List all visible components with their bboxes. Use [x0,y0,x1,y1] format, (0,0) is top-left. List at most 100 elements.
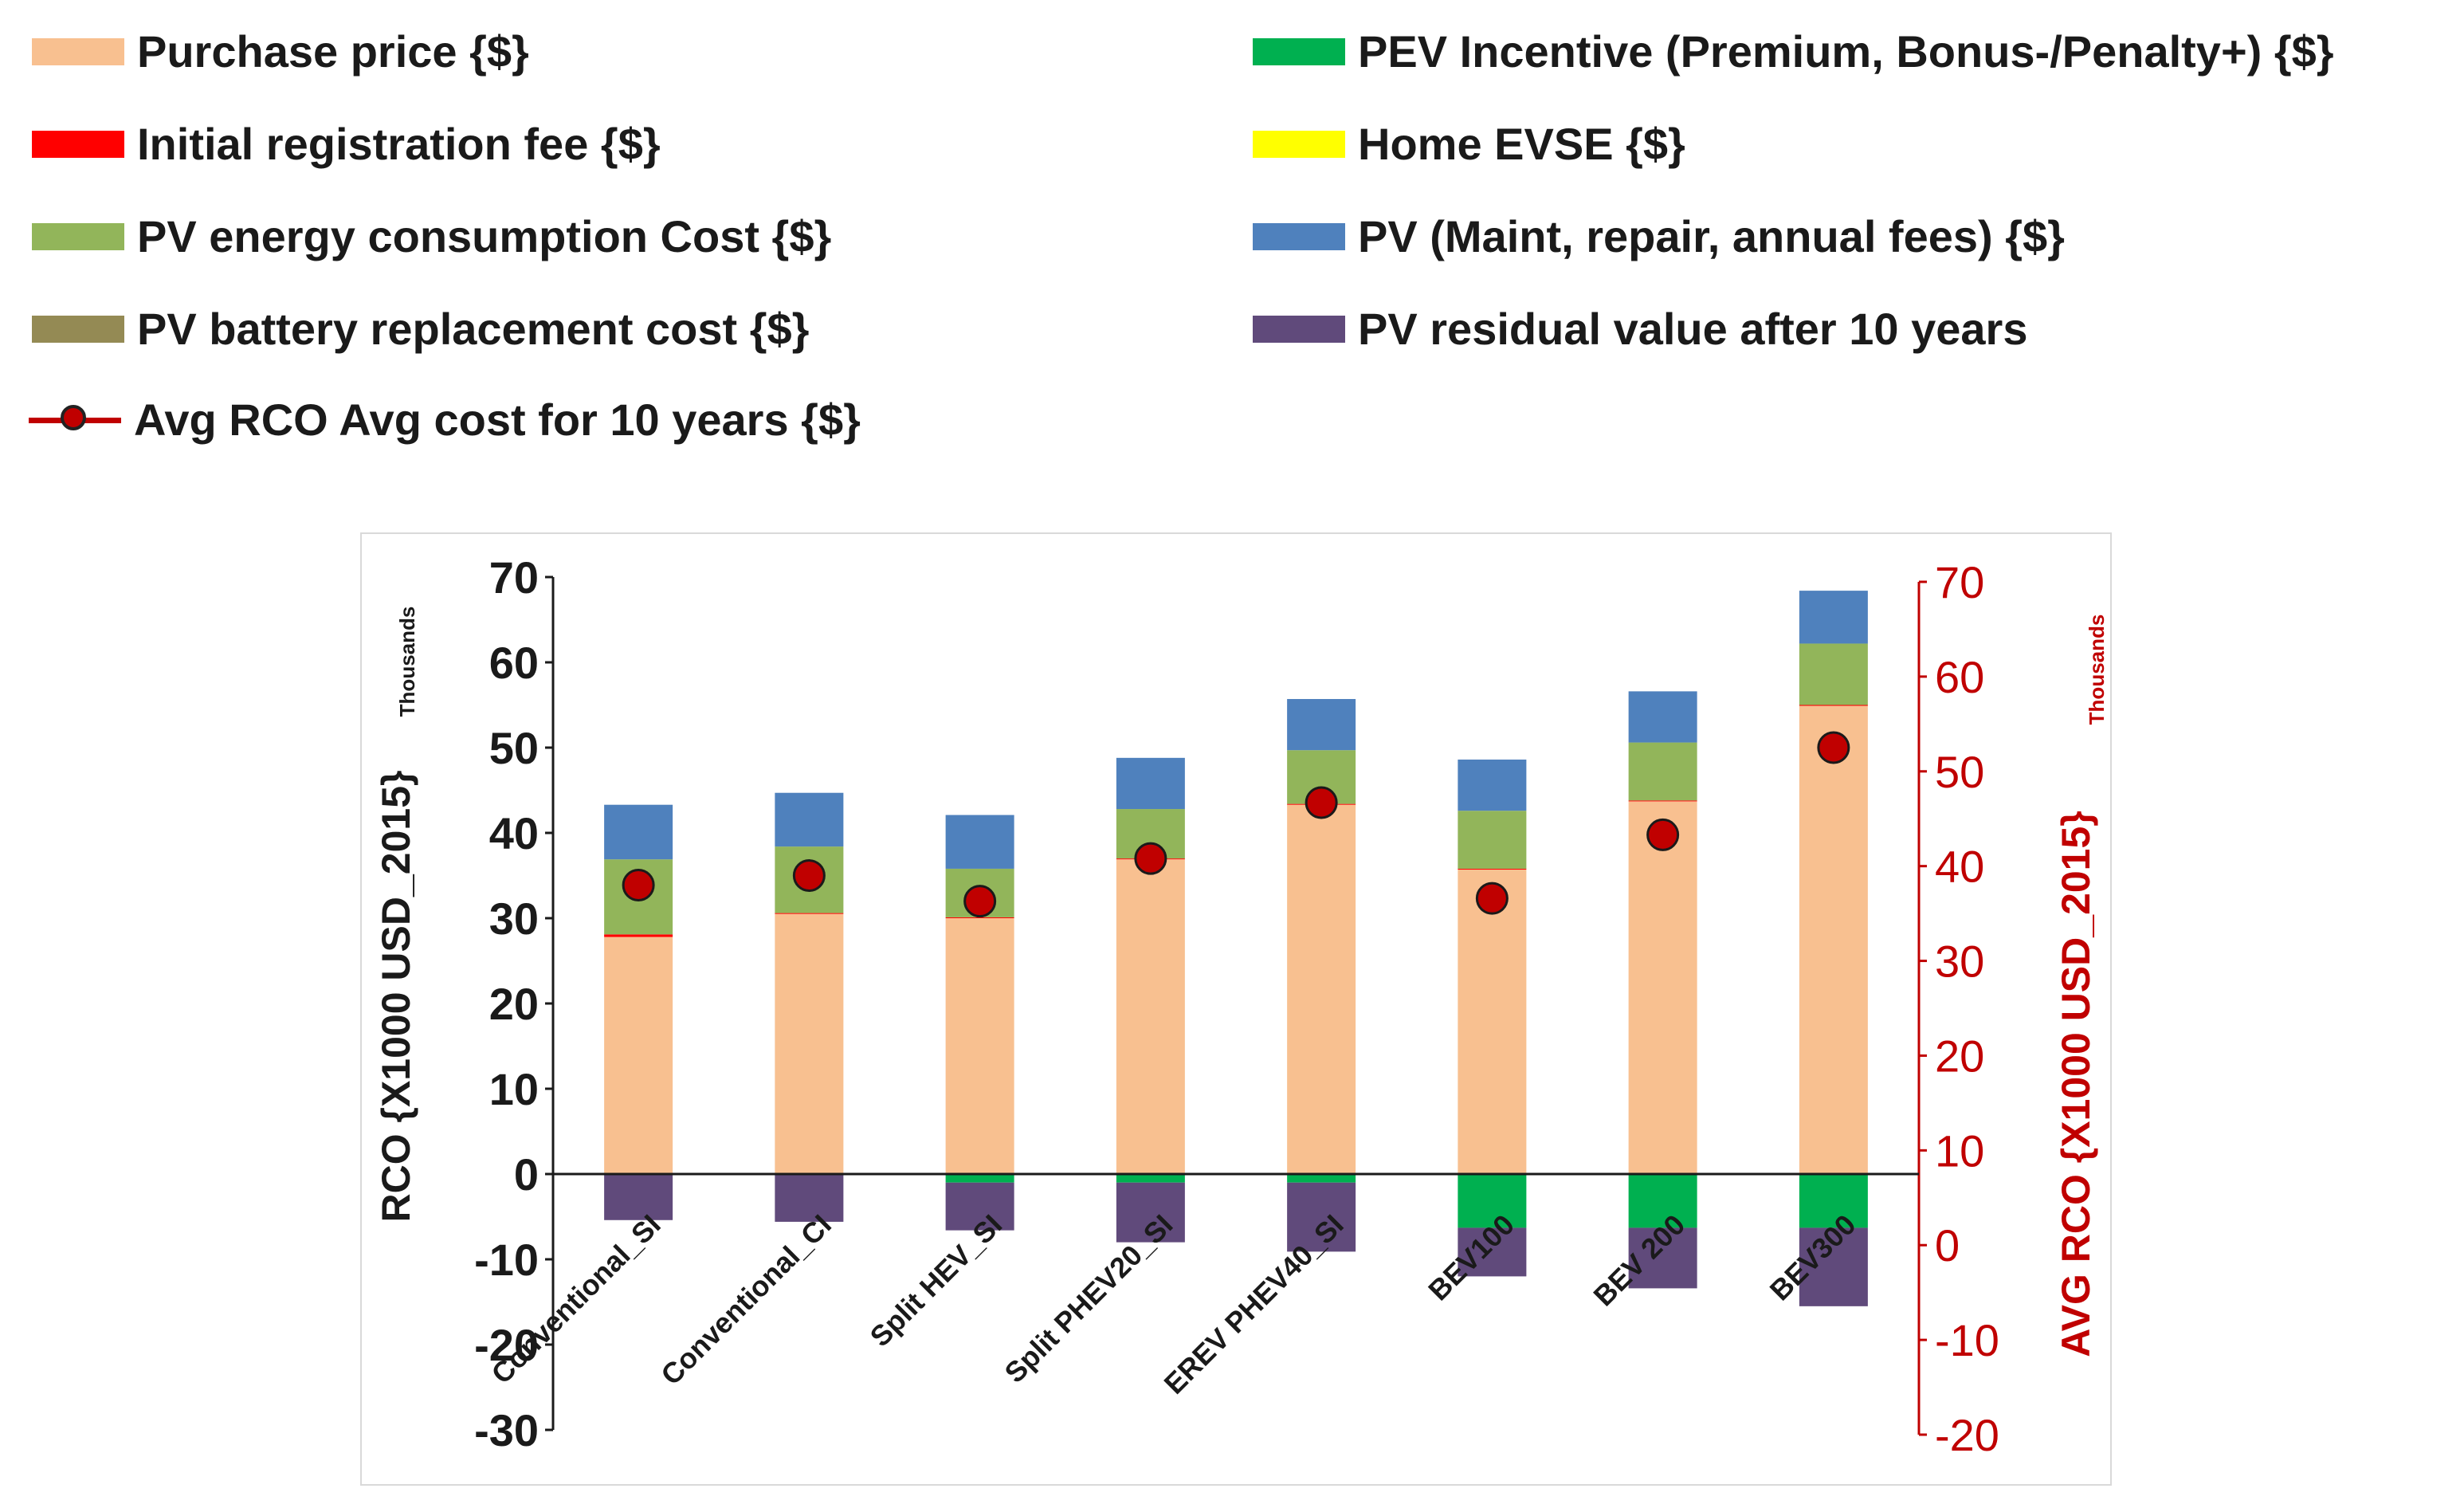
legend-swatch [1253,315,1345,343]
bar-segment-purchase-price [1628,801,1697,1174]
x-category-label: EREV PHEV40_SI [1158,1208,1350,1400]
bar-segment-pv-maint-repair-annual-fees [1116,757,1185,810]
y-tick-right-label: -10 [1935,1315,1999,1365]
y-tick-left-label: 0 [514,1149,539,1200]
bar-segment-initial-registration-fee [604,934,673,937]
bar-segment-pev-incentive-premium-bonus-penalty [1116,1174,1185,1183]
bar-segment-purchase-price [1799,705,1868,1174]
bar-segment-purchase-price [1116,859,1185,1174]
y-tick-right-label: 30 [1935,937,1984,987]
chart-svg: 70 60 50 40 30 20 10 0 -10 -20 -30 70 60 50 40 30 20 10 0 -… [374,552,2109,1460]
legend-swatch [1253,37,1345,65]
legend-label: PV residual value after 10 years [1358,304,2028,354]
bar-segment-pv-maint-repair-annual-fees [775,792,844,847]
legend-item-residual-value: PV residual value after 10 years [1253,303,2028,355]
legend-label: PEV Incentive (Premium, Bonus-/Penalty+)… [1358,26,2334,77]
bar-segment-initial-registration-fee [1799,705,1868,706]
bar-segment-pv-residual-value-after-10-years [1116,1182,1185,1243]
bar-segment-pv-maint-repair-annual-fees [604,804,673,860]
avg-rco-marker [1305,786,1338,819]
y-tick-left-label: 40 [489,808,539,858]
legend-swatch [1253,130,1345,158]
legend-swatch [32,130,124,158]
y-tick-left-label: 50 [489,723,539,773]
bar-segment-purchase-price [945,918,1014,1174]
chart-legend: Purchase price {$} PEV Incentive (Premiu… [0,0,2464,446]
legend-item-home-evse: Home EVSE {$} [1253,118,1685,170]
bar-segment-initial-registration-fee [1458,868,1527,870]
avg-rco-marker [1134,842,1167,875]
avg-rco-marker [622,868,655,901]
legend-label: Purchase price {$} [137,26,529,77]
y-tick-right-label: -20 [1935,1410,1999,1460]
y-tick-right-label: 70 [1935,557,1984,607]
legend-item-avg-rco: Avg RCO Avg cost for 10 years {$} [29,394,861,446]
avg-rco-marker [963,885,997,918]
bar-segment-purchase-price [775,913,844,1174]
y-tick-left-label: 30 [489,893,539,944]
bar-segment-pv-maint-repair-annual-fees [1799,591,1868,644]
avg-rco-marker [1646,818,1680,851]
legend-swatch [32,315,124,343]
bar-segment-pv-residual-value-after-10-years [1799,1227,1868,1306]
y-tick-right-label: 50 [1935,747,1984,797]
y-axis-right-title: AVG RCO {X1000 USD_2015} [2054,811,2098,1357]
legend-item-energy-cost: PV energy consumption Cost {$} [32,210,831,262]
bar-segment-pev-incentive-premium-bonus-penalty [1799,1174,1868,1228]
bar-segment-pv-maint-repair-annual-fees [945,815,1014,869]
y-tick-left-label: -30 [474,1405,539,1455]
bar-segment-initial-registration-fee [1628,800,1697,802]
y-axis-right-units: Thousands [2085,615,2109,725]
y-tick-left-label: 20 [489,979,539,1029]
y-tick-left-label: 10 [489,1064,539,1114]
y-tick-right-label: 40 [1935,842,1984,892]
bar-segment-purchase-price [1458,870,1527,1174]
legend-swatch [32,222,124,250]
bar-segment-pv-maint-repair-annual-fees [1287,699,1356,751]
legend-label: Home EVSE {$} [1358,119,1685,169]
bar-segment-pev-incentive-premium-bonus-penalty [1287,1174,1356,1183]
bar-segment-pev-incentive-premium-bonus-penalty [1458,1174,1527,1228]
legend-label: Avg RCO Avg cost for 10 years {$} [134,395,861,445]
x-category-label: Split PHEV20_SI [998,1208,1179,1389]
bar-segment-purchase-price [1287,804,1356,1174]
y-axis-left-title: RCO {X1000 USD_2015} [374,771,418,1223]
y-tick-right-label: 0 [1935,1220,1960,1270]
legend-item-pev-incentive: PEV Incentive (Premium, Bonus-/Penalty+)… [1253,26,2334,77]
legend-item-registration-fee: Initial registration fee {$} [32,118,661,170]
y-tick-left-label: -20 [474,1320,539,1370]
bar-segment-pv-residual-value-after-10-years [945,1182,1014,1231]
legend-item-purchase-price: Purchase price {$} [32,26,529,77]
legend-swatch [1253,222,1345,250]
legend-label: PV (Maint, repair, annual fees) {$} [1358,211,2065,261]
bar-segment-purchase-price [604,937,673,1174]
legend-label: Initial registration fee {$} [137,119,661,169]
legend-label: PV energy consumption Cost {$} [137,211,832,261]
avg-rco-marker [1817,731,1850,764]
bar-segment-pv-maint-repair-annual-fees [1628,691,1697,743]
legend-line-marker-icon [29,404,121,434]
chart-area: 70 60 50 40 30 20 10 0 -10 -20 -30 70 60 50 40 30 20 10 0 -… [360,532,2112,1486]
legend-item-battery-replacement: PV battery replacement cost {$} [32,303,809,355]
bar-segment-pv-energy-consumption-cost [1458,811,1527,869]
y-tick-left-label: -10 [474,1235,539,1285]
bar-segment-pv-residual-value-after-10-years [1458,1227,1527,1277]
bar-segment-pv-energy-consumption-cost [1628,742,1697,801]
bar-segment-pv-maint-repair-annual-fees [1458,759,1527,811]
y-tick-right-label: 20 [1935,1031,1984,1081]
y-tick-right-label: 60 [1935,652,1984,702]
bar-segment-pv-residual-value-after-10-years [775,1174,844,1222]
bar-segment-pv-residual-value-after-10-years [1287,1182,1356,1252]
bar-segment-initial-registration-fee [775,913,844,914]
bar-segment-pev-incentive-premium-bonus-penalty [945,1174,1014,1183]
legend-swatch [32,37,124,65]
y-tick-left-label: 60 [489,638,539,688]
bar-segment-initial-registration-fee [945,917,1014,918]
y-axis-left-units: Thousands [395,607,419,717]
y-tick-right-label: 10 [1935,1125,1984,1176]
avg-rco-marker [1475,882,1509,915]
bar-segment-pev-incentive-premium-bonus-penalty [1628,1174,1697,1228]
avg-rco-marker [792,859,826,893]
bar-segment-pv-energy-consumption-cost [1799,643,1868,705]
legend-label: PV battery replacement cost {$} [137,304,810,354]
